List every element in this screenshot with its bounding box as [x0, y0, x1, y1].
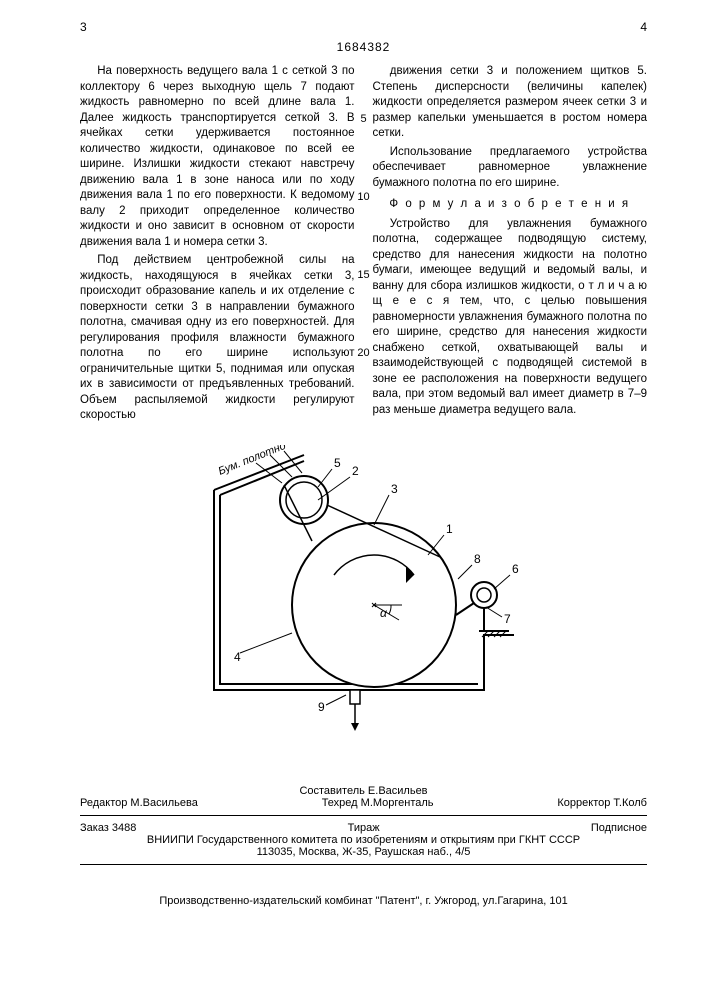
- corrector-name: Т.Колб: [613, 797, 647, 809]
- label-1: 1: [446, 522, 453, 536]
- label-5: 5: [334, 456, 341, 470]
- left-p1: На поверхность ведущего вала 1 с сеткой …: [80, 64, 355, 250]
- tech-label: Техред: [322, 797, 358, 809]
- production-line: Производственно-издательский комбинат "П…: [80, 895, 647, 907]
- label-6: 6: [512, 562, 519, 576]
- footer-rule-1: [80, 815, 647, 816]
- line-num-10: 10: [357, 190, 369, 205]
- label-2: 2: [352, 464, 359, 478]
- collector: [471, 582, 497, 608]
- compiler-name: Е.Васильев: [368, 785, 428, 797]
- text-columns: 5 10 15 20 На поверхность ведущего вала …: [80, 64, 647, 427]
- footer-block: Составитель Е.Васильев Редактор М.Василь…: [80, 785, 647, 907]
- podpisnoe: Подписное: [591, 822, 647, 834]
- device-figure: Бум. полотно 5 2 3 1 4 8 6 7 9 α: [184, 445, 544, 745]
- page-header: 3 4: [80, 20, 647, 34]
- page-num-left: 3: [80, 20, 87, 34]
- order-num: 3488: [112, 822, 136, 834]
- right-p2: Использование предлагаемого устройства о…: [373, 145, 648, 192]
- corrector-label: Корректор: [557, 797, 610, 809]
- drain: [350, 690, 360, 704]
- leader-7: [486, 607, 502, 617]
- editor-label: Редактор: [80, 797, 127, 809]
- leader-3: [374, 495, 389, 525]
- document-number: 1684382: [80, 40, 647, 54]
- line-num-5: 5: [360, 112, 366, 127]
- label-7: 7: [504, 612, 511, 626]
- right-p1: движения сетки 3 и положением щитков 5. …: [373, 64, 648, 142]
- leader-9: [326, 695, 346, 705]
- label-9: 9: [318, 700, 325, 714]
- label-alpha: α: [380, 606, 388, 620]
- compiler-label: Составитель: [299, 785, 364, 797]
- tirazh: Тираж: [348, 822, 380, 834]
- drain-arrowhead: [351, 723, 359, 731]
- label-3: 3: [391, 482, 398, 496]
- editor-name: М.Васильева: [130, 797, 197, 809]
- footer-rule-2: [80, 864, 647, 865]
- tech-name: М.Моргенталь: [361, 797, 434, 809]
- leader-6: [494, 575, 510, 589]
- order-label: Заказ: [80, 822, 109, 834]
- page-num-right: 4: [640, 20, 647, 34]
- vniipi: ВНИИПИ Государственного комитета по изоб…: [80, 834, 647, 846]
- line-num-20: 20: [357, 346, 369, 361]
- left-p2: Под действием центробежной силы на жидко…: [80, 253, 355, 424]
- line-num-15: 15: [357, 268, 369, 283]
- right-column: движения сетки 3 и положением щитков 5. …: [373, 64, 648, 427]
- label-8: 8: [474, 552, 481, 566]
- left-column: На поверхность ведущего вала 1 с сеткой …: [80, 64, 355, 427]
- right-p3: Устройство для увлажнения бумажного поло…: [373, 217, 648, 419]
- patent-page: 3 4 1684382 5 10 15 20 На поверхность ве…: [0, 0, 707, 1000]
- leader-4: [240, 633, 292, 653]
- leader-5: [318, 469, 332, 487]
- vniipi-address: 113035, Москва, Ж-35, Раушская наб., 4/5: [80, 846, 647, 858]
- label-4: 4: [234, 650, 241, 664]
- leader-8: [458, 565, 472, 579]
- slit-7: [456, 603, 474, 615]
- formula-title: Ф о р м у л а и з о б р е т е н и я: [373, 197, 648, 213]
